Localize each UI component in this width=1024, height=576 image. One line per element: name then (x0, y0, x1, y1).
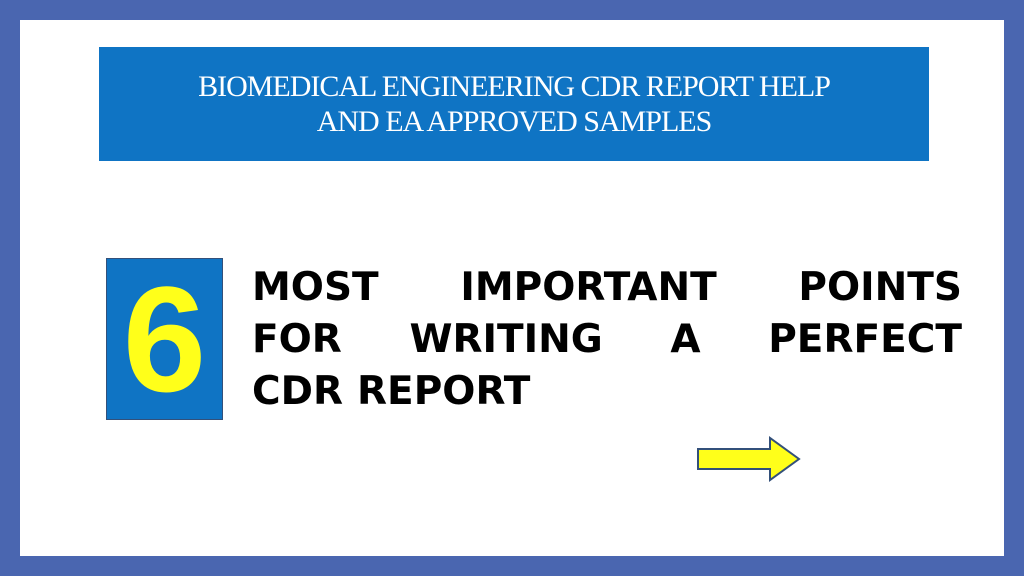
heading-word: REPORT (357, 369, 531, 414)
number-badge: 6 (106, 258, 223, 420)
slide-canvas: BIOMEDICAL ENGINEERING CDR REPORT HELP A… (20, 20, 1004, 556)
title-line-1: BIOMEDICAL ENGINEERING CDR REPORT HELP (198, 70, 831, 103)
heading-word: A (670, 317, 701, 362)
heading-line-1: MOST IMPORTANT POINTS (252, 262, 962, 314)
heading-word: FOR (252, 317, 342, 362)
heading-word: IMPORTANT (460, 265, 717, 310)
heading-word: MOST (252, 265, 379, 310)
main-heading: MOST IMPORTANT POINTS FOR WRITING A PERF… (252, 262, 962, 418)
heading-word: POINTS (798, 265, 962, 310)
number-digit: 6 (122, 255, 207, 423)
right-arrow-icon[interactable] (696, 436, 802, 482)
title-line-2: AND EA APPROVED SAMPLES (316, 105, 713, 138)
heading-line-2: FOR WRITING A PERFECT (252, 314, 962, 366)
title-banner: BIOMEDICAL ENGINEERING CDR REPORT HELP A… (99, 47, 929, 161)
heading-word: PERFECT (768, 317, 962, 362)
heading-word: WRITING (409, 317, 603, 362)
heading-word: CDR (252, 369, 344, 414)
heading-line-3: CDR REPORT (252, 366, 962, 418)
